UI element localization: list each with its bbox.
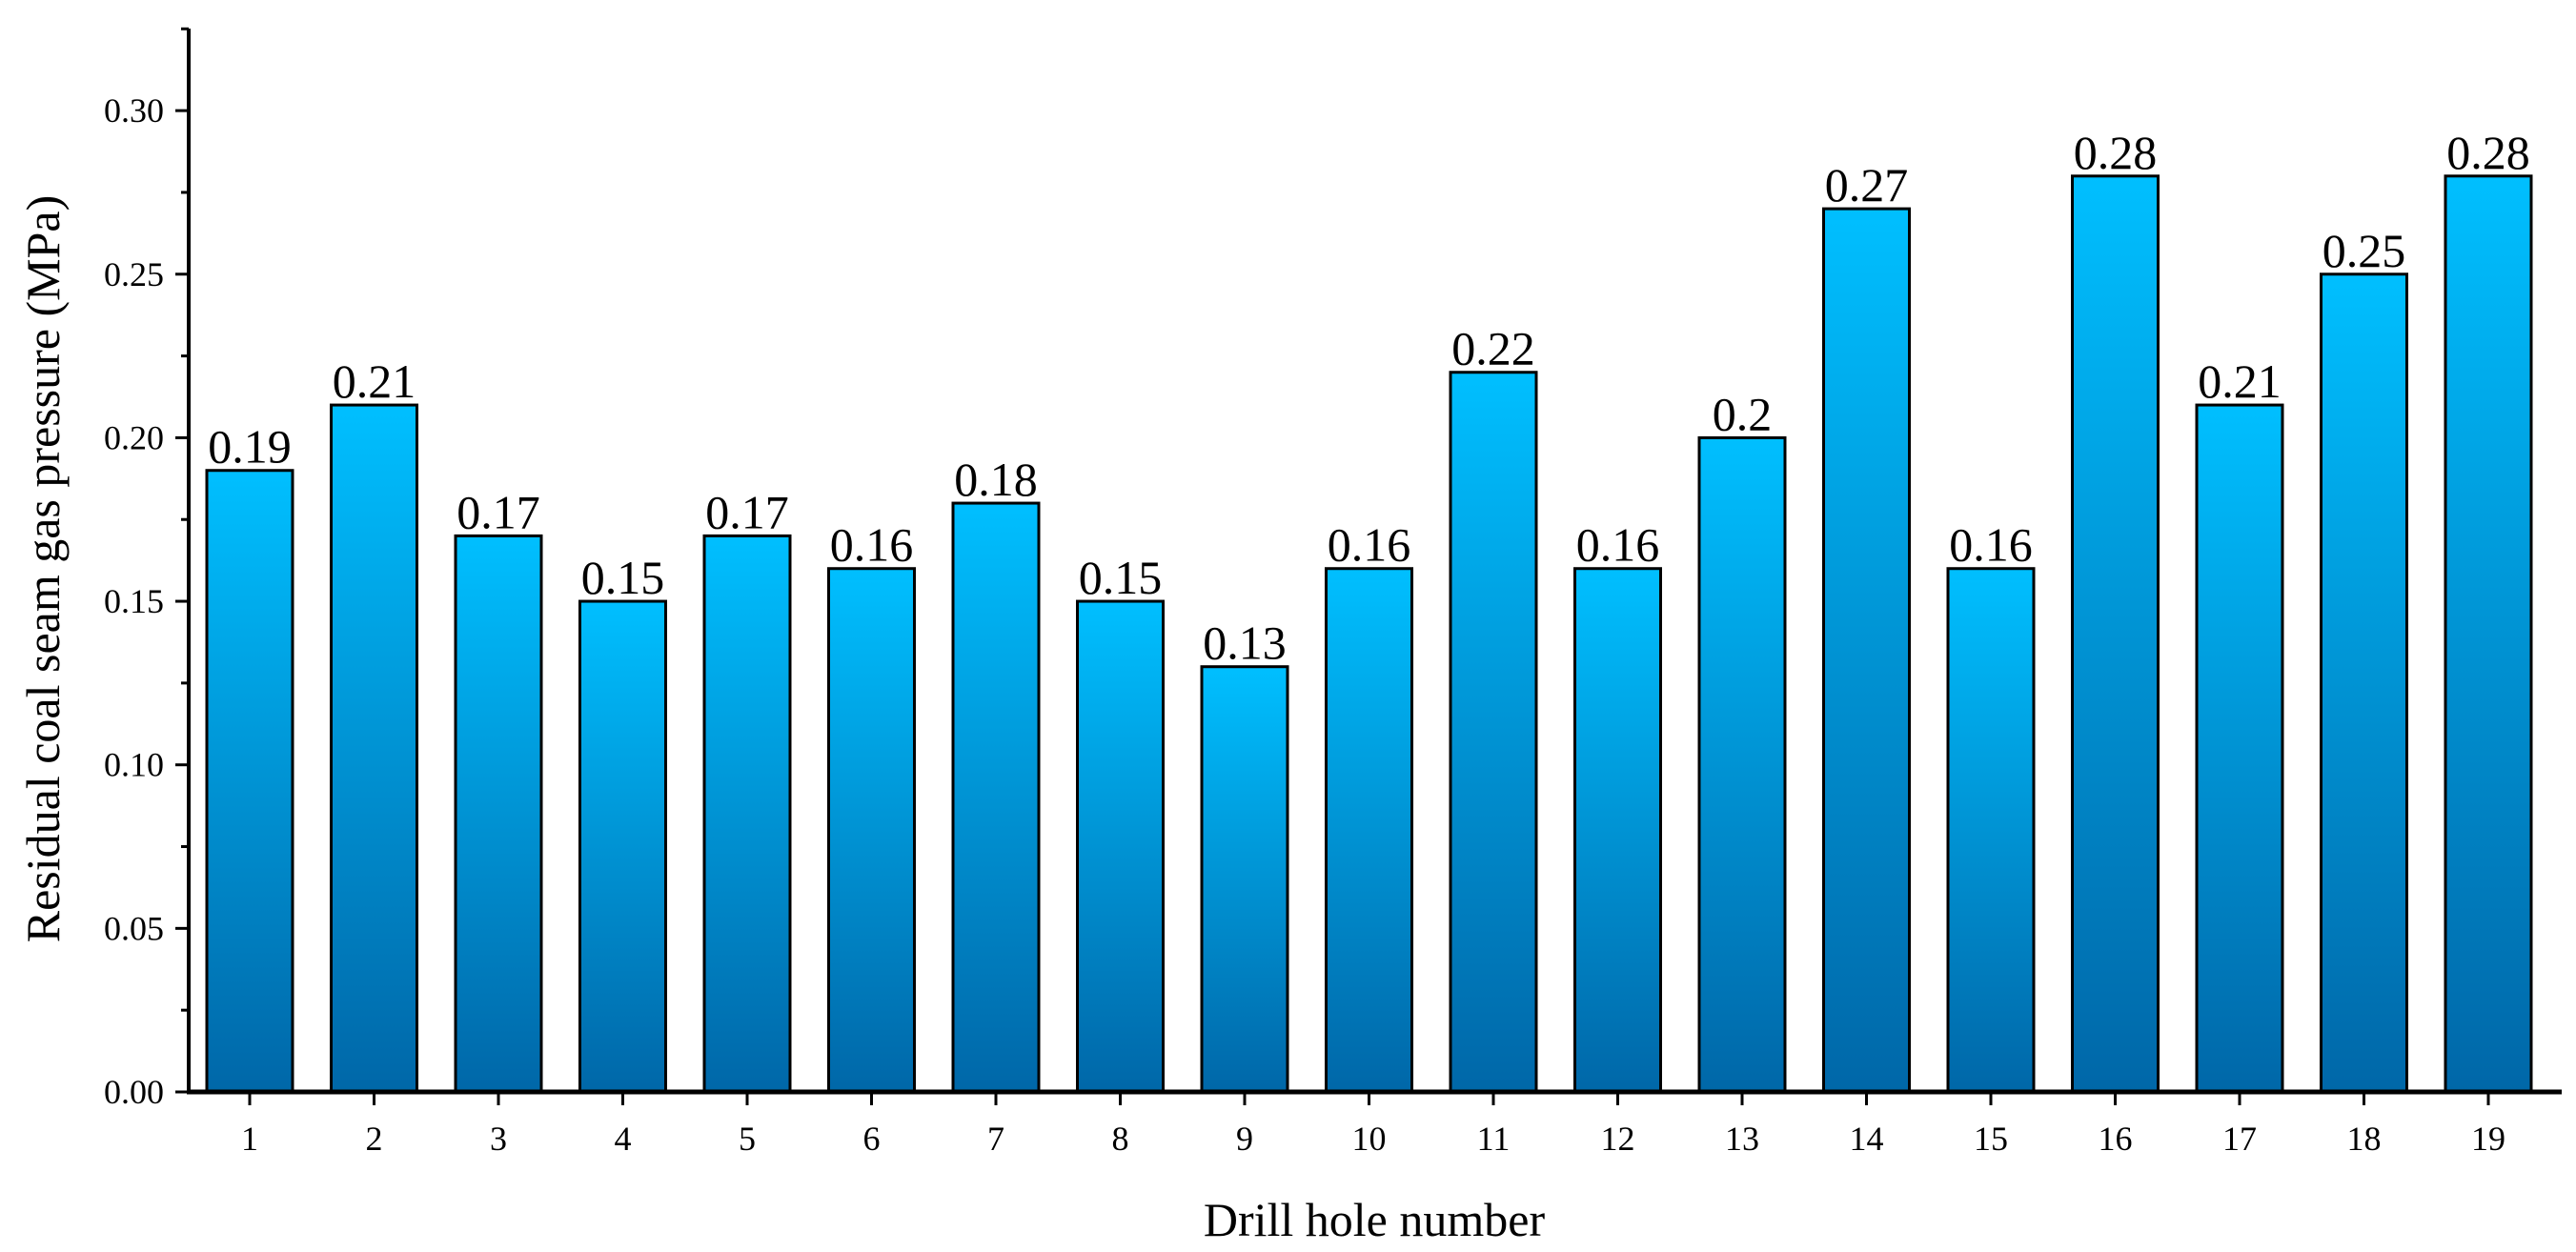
data-label-6: 0.16 — [830, 518, 914, 572]
y-tick-label-0.20: 0.20 — [104, 418, 164, 456]
x-tick-label-5: 5 — [739, 1120, 756, 1158]
x-tick-label-12: 12 — [1601, 1120, 1635, 1158]
data-label-14: 0.27 — [1825, 158, 1909, 212]
bar-1 — [205, 469, 294, 1094]
data-label-3: 0.17 — [456, 485, 540, 538]
data-label-8: 0.15 — [1079, 551, 1163, 604]
data-label-18: 0.25 — [2322, 224, 2406, 277]
y-tick-label-0.10: 0.10 — [104, 746, 164, 784]
x-tick-label-3: 3 — [490, 1120, 507, 1158]
x-tick-label-19: 19 — [2471, 1120, 2505, 1158]
bar-17 — [2195, 403, 2284, 1094]
bar-6 — [827, 567, 916, 1094]
x-tick-label-11: 11 — [1477, 1120, 1511, 1158]
x-tick-label-10: 10 — [1352, 1120, 1387, 1158]
x-tick-label-1: 1 — [241, 1120, 258, 1158]
y-tick-label-0.15: 0.15 — [104, 582, 164, 620]
bar-19 — [2444, 174, 2533, 1094]
bar-8 — [1076, 599, 1165, 1094]
bar-12 — [1573, 567, 1662, 1094]
data-label-4: 0.15 — [581, 551, 665, 604]
data-label-19: 0.28 — [2446, 126, 2530, 179]
data-label-5: 0.17 — [705, 485, 789, 538]
x-tick-label-13: 13 — [1725, 1120, 1759, 1158]
bar-13 — [1697, 435, 1787, 1094]
data-label-12: 0.16 — [1576, 518, 1660, 572]
bar-11 — [1449, 371, 1538, 1094]
x-tick-label-15: 15 — [1974, 1120, 2008, 1158]
bar-4 — [578, 599, 667, 1094]
x-tick-label-16: 16 — [2099, 1120, 2133, 1158]
ticks-layer: 1 2 3 4 5 6 7 8 9 10 11 12 13 14 15 16 17 18 190.000.050.1… — [104, 27, 2505, 1158]
x-tick-label-8: 8 — [1112, 1120, 1129, 1158]
bar-10 — [1325, 567, 1413, 1094]
data-label-9: 0.13 — [1203, 616, 1287, 670]
data-label-16: 0.28 — [2074, 126, 2158, 179]
data-label-1: 0.19 — [208, 420, 292, 474]
y-axis-label: Residual coal seam gas pressure (MPa) — [16, 195, 70, 943]
bar-14 — [1822, 207, 1911, 1094]
bar-5 — [702, 534, 792, 1094]
x-axis-label: Drill hole number — [1204, 1193, 1546, 1246]
data-label-13: 0.2 — [1713, 387, 1773, 440]
bar-18 — [2320, 273, 2408, 1094]
y-tick-label-0.05: 0.05 — [104, 909, 164, 947]
y-tick-label-0.30: 0.30 — [104, 91, 164, 130]
x-tick-label-18: 18 — [2347, 1120, 2382, 1158]
data-label-7: 0.18 — [954, 453, 1038, 506]
x-tick-label-17: 17 — [2222, 1120, 2257, 1158]
data-label-10: 0.16 — [1328, 518, 1411, 572]
axes-layer — [187, 29, 2562, 1095]
bars-layer: 0.19 0.21 0.17 0.15 0.17 0.16 0.18 0.15 0.13 0.16… — [205, 126, 2533, 1094]
x-tick-label-4: 4 — [615, 1120, 632, 1158]
bar-2 — [330, 403, 418, 1094]
bar-3 — [454, 534, 543, 1094]
y-tick-label-0.25: 0.25 — [104, 255, 164, 293]
bar-9 — [1200, 665, 1289, 1094]
bar-15 — [1946, 567, 2036, 1094]
x-tick-label-2: 2 — [366, 1120, 383, 1158]
x-tick-label-7: 7 — [987, 1120, 1004, 1158]
bar-7 — [951, 501, 1041, 1094]
data-label-2: 0.21 — [333, 354, 416, 408]
x-tick-label-6: 6 — [863, 1120, 881, 1158]
bar-16 — [2071, 174, 2160, 1094]
data-label-17: 0.21 — [2198, 354, 2282, 408]
data-label-15: 0.16 — [1949, 518, 2033, 572]
data-label-11: 0.22 — [1451, 322, 1535, 375]
x-tick-label-14: 14 — [1850, 1120, 1884, 1158]
x-tick-label-9: 9 — [1236, 1120, 1253, 1158]
y-tick-label-0.00: 0.00 — [104, 1073, 164, 1111]
